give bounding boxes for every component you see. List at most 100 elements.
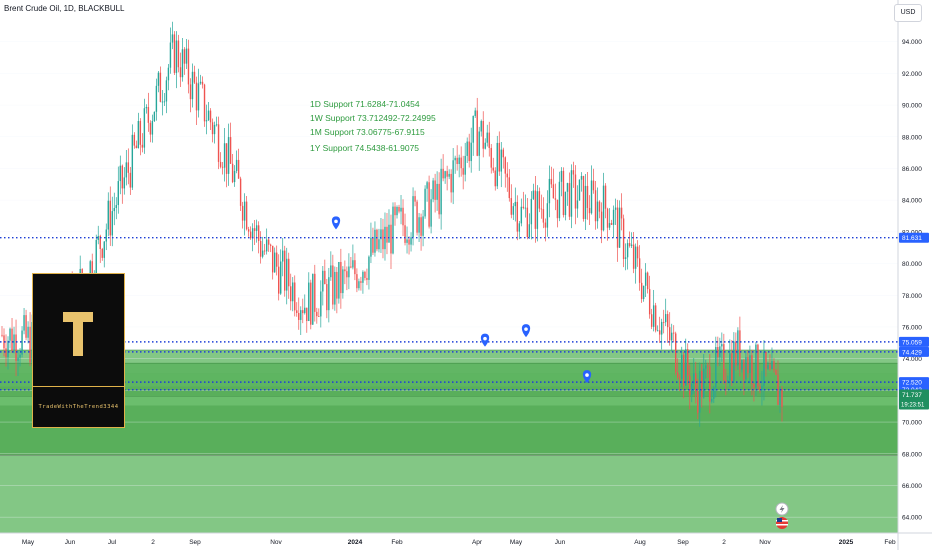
candle-body	[121, 165, 124, 189]
candle-body	[408, 239, 410, 245]
support-label-1d: 1D Support 71.6284-71.0454	[310, 99, 420, 109]
candle-body	[528, 224, 531, 238]
candle-body	[209, 110, 212, 123]
candle-body	[630, 244, 633, 246]
candle-body	[618, 207, 621, 248]
candle-body	[370, 237, 372, 257]
candle-body	[636, 246, 639, 259]
candle-body	[350, 266, 352, 268]
candle-body	[362, 271, 364, 283]
candle-body	[368, 256, 370, 280]
currency-button[interactable]: USD	[894, 4, 922, 22]
candle-body	[656, 330, 659, 332]
candle-body	[556, 199, 559, 219]
candle-body	[518, 223, 521, 232]
candle-body	[763, 351, 765, 386]
x-tick-label: Nov	[270, 539, 282, 546]
candle-body	[253, 228, 256, 231]
candle-body	[223, 143, 226, 168]
candle-body	[336, 271, 338, 299]
candle-body	[97, 235, 99, 240]
candle-body	[550, 178, 553, 185]
candle-body	[693, 373, 695, 384]
candle-body	[568, 183, 571, 217]
x-tick-label: 2025	[839, 539, 854, 546]
y-tick-label: 94.000	[902, 39, 922, 46]
candle-body	[474, 110, 476, 116]
support-label-1w: 1W Support 73.712492-72.24995	[310, 113, 436, 123]
flag-stripe	[776, 524, 788, 526]
candle-body	[705, 365, 707, 369]
candle-body	[414, 196, 416, 202]
candle-body	[689, 376, 691, 395]
candle-body	[456, 157, 458, 164]
x-tick-label: 2	[151, 539, 155, 546]
candle-body	[199, 81, 202, 84]
candle-body	[446, 171, 448, 177]
candle-body	[25, 315, 27, 338]
candle-body	[492, 167, 494, 171]
candle-body	[91, 261, 93, 283]
support-zone-0	[0, 396, 898, 406]
candle-body	[452, 160, 454, 193]
candle-body	[15, 334, 17, 361]
price-label-72.520: 72.520	[902, 380, 922, 387]
y-tick-label: 68.000	[902, 451, 922, 458]
candle-body	[185, 48, 188, 64]
candle-body	[316, 311, 318, 317]
candle-body	[685, 349, 687, 386]
candle-body	[638, 258, 641, 283]
candle-body	[620, 207, 623, 219]
candle-body	[151, 121, 154, 135]
candle-body	[468, 141, 470, 162]
candle-body	[691, 383, 693, 395]
y-tick-label: 80.000	[902, 261, 922, 268]
candle-body	[534, 190, 537, 229]
candle-body	[622, 218, 625, 259]
candle-body	[470, 142, 472, 162]
candle-body	[554, 198, 557, 200]
candle-body	[472, 115, 474, 143]
candle-body	[356, 274, 358, 289]
candle-body	[310, 282, 312, 325]
event-pin-dot	[483, 336, 487, 341]
candle-body	[189, 84, 192, 100]
candle-body	[282, 250, 284, 262]
candle-body	[741, 359, 743, 370]
candle-body	[737, 330, 739, 366]
candle-body	[390, 224, 392, 254]
candle-body	[669, 327, 671, 341]
support-label-1m: 1M Support 73.06775-67.9115	[310, 127, 425, 137]
candle-body	[5, 348, 7, 358]
candle-body	[304, 307, 306, 314]
y-tick-label: 64.000	[902, 515, 922, 522]
candle-body	[7, 340, 9, 358]
candle-body	[173, 34, 176, 73]
candle-body	[225, 143, 228, 174]
candle-body	[570, 170, 573, 217]
x-tick-label: Sep	[677, 539, 689, 546]
candle-body	[564, 191, 567, 216]
candle-body	[318, 316, 320, 318]
x-tick-label: Nov	[759, 539, 771, 546]
price-label-75.059: 75.059	[902, 339, 922, 346]
candle-body	[679, 377, 681, 379]
candle-body	[709, 366, 711, 402]
candle-body	[378, 239, 380, 250]
candle-body	[147, 107, 150, 123]
candle-body	[239, 178, 242, 206]
candle-body	[558, 181, 561, 219]
candle-body	[438, 183, 440, 215]
candle-body	[606, 208, 609, 228]
candle-body	[526, 207, 529, 238]
candle-body	[177, 40, 180, 68]
candle-body	[592, 180, 595, 191]
candle-body	[576, 200, 579, 209]
candle-body	[201, 81, 204, 85]
candle-body	[466, 141, 468, 156]
candle-body	[524, 207, 527, 209]
x-tick-label: Aug	[634, 539, 646, 546]
candle-body	[480, 121, 482, 132]
y-tick-label: 78.000	[902, 293, 922, 300]
